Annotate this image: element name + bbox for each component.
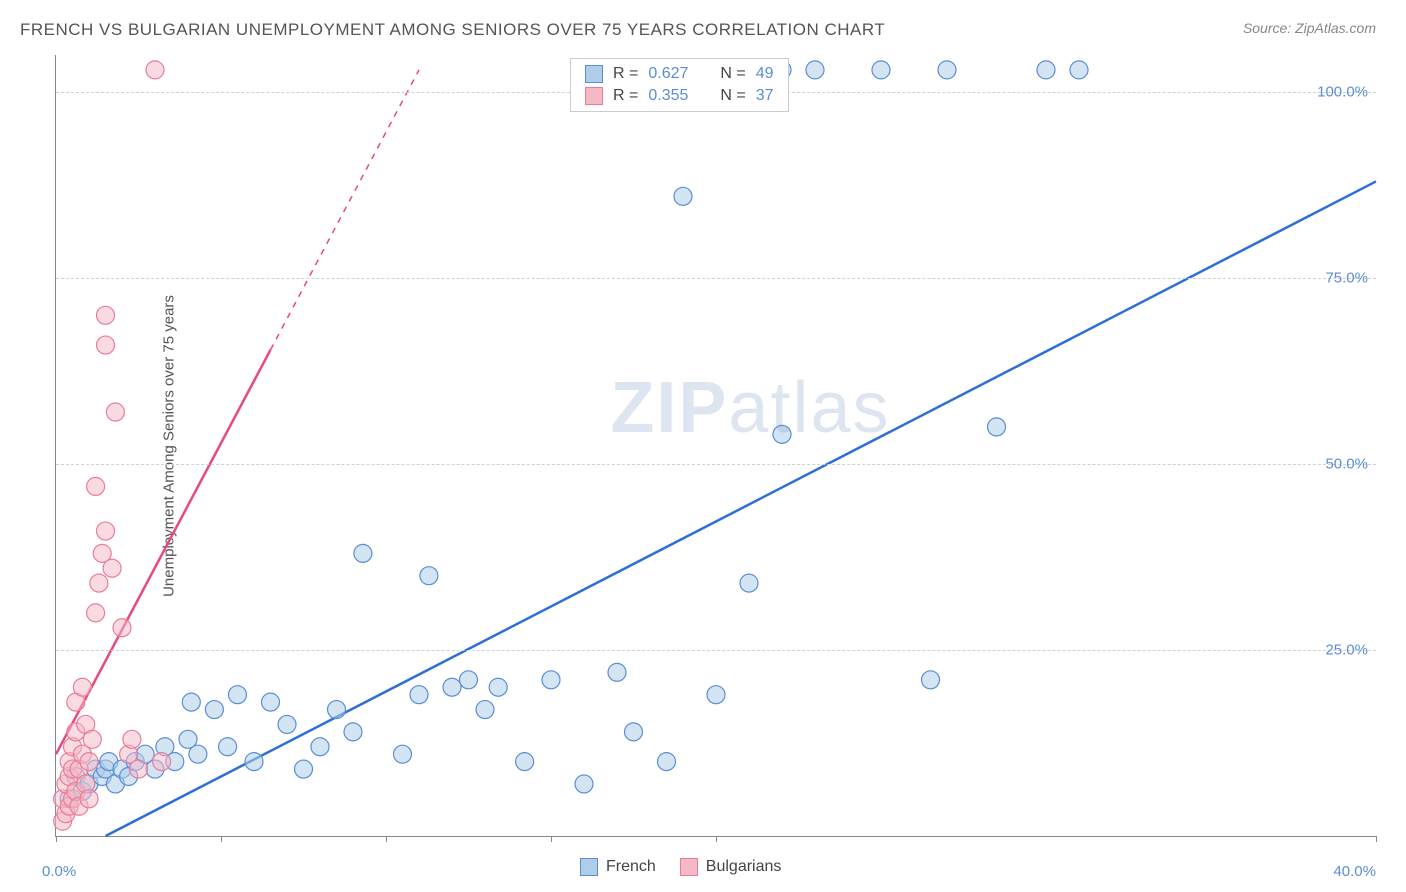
trend-line-dash	[271, 70, 420, 350]
chart-title: FRENCH VS BULGARIAN UNEMPLOYMENT AMONG S…	[20, 20, 885, 40]
data-point	[80, 790, 98, 808]
data-point	[674, 187, 692, 205]
gridline	[56, 650, 1376, 651]
data-point	[311, 738, 329, 756]
data-point	[1070, 61, 1088, 79]
x-tick-label-min: 0.0%	[42, 863, 76, 880]
y-tick-label: 50.0%	[1325, 456, 1368, 473]
legend-n-label: N =	[720, 87, 745, 105]
data-point	[489, 678, 507, 696]
gridline	[56, 278, 1376, 279]
data-point	[625, 723, 643, 741]
legend-label: French	[606, 858, 656, 876]
data-point	[773, 425, 791, 443]
data-point	[542, 671, 560, 689]
legend-item: Bulgarians	[680, 858, 782, 876]
legend-r-value: 0.355	[648, 87, 688, 105]
data-point	[922, 671, 940, 689]
data-point	[97, 336, 115, 354]
data-point	[394, 745, 412, 763]
data-point	[476, 701, 494, 719]
data-point	[516, 753, 534, 771]
legend-label: Bulgarians	[706, 858, 782, 876]
x-tick	[1376, 836, 1377, 842]
data-point	[130, 760, 148, 778]
data-point	[443, 678, 461, 696]
y-tick-label: 75.0%	[1325, 270, 1368, 287]
legend-r-label: R =	[613, 87, 638, 105]
data-point	[153, 753, 171, 771]
data-point	[97, 522, 115, 540]
data-point	[106, 403, 124, 421]
data-point	[73, 678, 91, 696]
x-tick	[551, 836, 552, 842]
data-point	[988, 418, 1006, 436]
data-point	[146, 61, 164, 79]
data-point	[575, 775, 593, 793]
plot-svg	[56, 55, 1376, 836]
data-point	[354, 544, 372, 562]
legend-n-value: 49	[756, 65, 774, 83]
data-point	[278, 715, 296, 733]
data-point	[123, 730, 141, 748]
data-point	[87, 604, 105, 622]
plot-area: ZIPatlas 25.0%50.0%75.0%100.0%	[55, 55, 1376, 837]
y-tick-label: 25.0%	[1325, 642, 1368, 659]
data-point	[262, 693, 280, 711]
data-point	[83, 730, 101, 748]
legend-swatch	[580, 858, 598, 876]
data-point	[295, 760, 313, 778]
legend-series: French Bulgarians	[580, 858, 781, 876]
data-point	[460, 671, 478, 689]
data-point	[182, 693, 200, 711]
data-point	[80, 753, 98, 771]
gridline	[56, 464, 1376, 465]
data-point	[189, 745, 207, 763]
data-point	[245, 753, 263, 771]
legend-correlation: R = 0.627 N = 49 R = 0.355 N = 37	[570, 58, 789, 112]
data-point	[113, 619, 131, 637]
data-point	[707, 686, 725, 704]
data-point	[103, 559, 121, 577]
source-attribution: Source: ZipAtlas.com	[1243, 20, 1376, 36]
data-point	[219, 738, 237, 756]
data-point	[229, 686, 247, 704]
data-point	[740, 574, 758, 592]
x-tick	[716, 836, 717, 842]
data-point	[806, 61, 824, 79]
data-point	[872, 61, 890, 79]
data-point	[608, 663, 626, 681]
data-point	[97, 306, 115, 324]
data-point	[328, 701, 346, 719]
trend-line	[106, 181, 1377, 836]
legend-swatch	[585, 65, 603, 83]
legend-n-label: N =	[720, 65, 745, 83]
legend-row: R = 0.627 N = 49	[571, 63, 788, 85]
legend-r-label: R =	[613, 65, 638, 83]
data-point	[658, 753, 676, 771]
data-point	[938, 61, 956, 79]
legend-row: R = 0.355 N = 37	[571, 85, 788, 107]
legend-item: French	[580, 858, 656, 876]
data-point	[410, 686, 428, 704]
data-point	[344, 723, 362, 741]
data-point	[420, 567, 438, 585]
data-point	[90, 574, 108, 592]
y-tick-label: 100.0%	[1317, 84, 1368, 101]
data-point	[205, 701, 223, 719]
x-tick	[386, 836, 387, 842]
legend-n-value: 37	[756, 87, 774, 105]
chart-container: FRENCH VS BULGARIAN UNEMPLOYMENT AMONG S…	[0, 0, 1406, 892]
legend-swatch	[680, 858, 698, 876]
legend-swatch	[585, 87, 603, 105]
data-point	[87, 477, 105, 495]
x-tick	[56, 836, 57, 842]
data-point	[1037, 61, 1055, 79]
legend-r-value: 0.627	[648, 65, 688, 83]
x-tick-label-max: 40.0%	[1333, 863, 1376, 880]
x-tick	[221, 836, 222, 842]
